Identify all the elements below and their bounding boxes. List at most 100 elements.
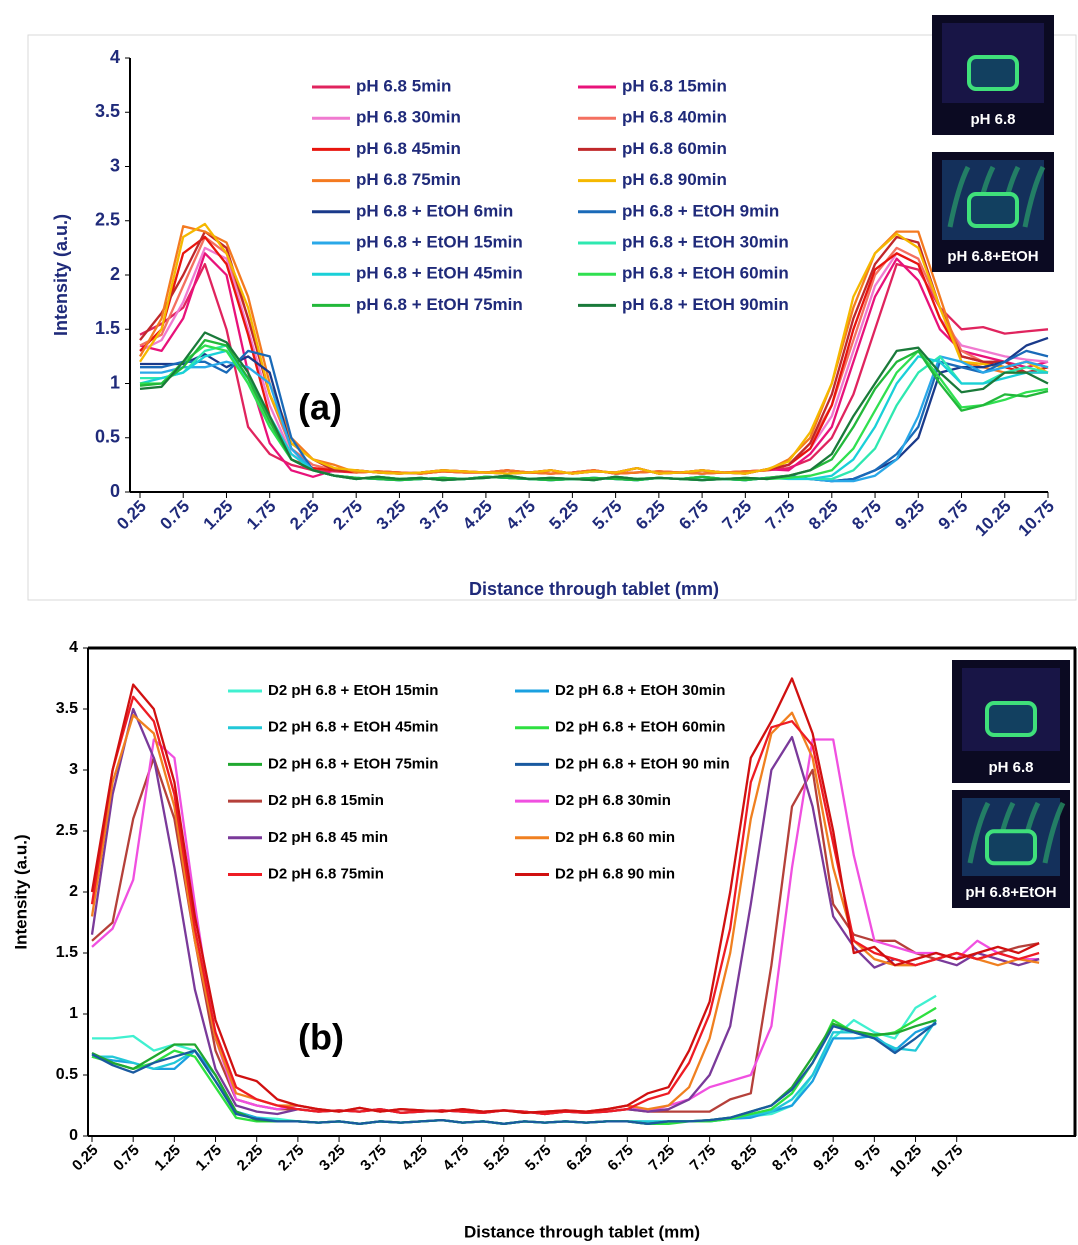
x-tick-label: 9.25 [810, 1142, 843, 1175]
x-tick-label: 5.25 [546, 497, 583, 534]
x-tick-label: 1.75 [243, 497, 280, 534]
legend-label: D2 pH 6.8 90 min [555, 865, 675, 882]
inset-label: pH 6.8 [970, 111, 1015, 128]
legend-label: pH 6.8 + EtOH 30min [622, 232, 789, 251]
panel-label: (a) [298, 387, 342, 428]
inset-streak [1042, 801, 1066, 864]
x-tick-label: 6.25 [563, 1142, 596, 1175]
x-tick-label: 8.25 [805, 497, 842, 534]
x-tick-label: 8.25 [728, 1142, 761, 1175]
series-line [139, 349, 1048, 482]
y-tick-label: 4 [69, 639, 78, 656]
x-tick-label: 2.25 [286, 497, 323, 534]
legend-label: D2 pH 6.8 60 min [555, 829, 675, 846]
x-tick-label: 10.25 [971, 497, 1015, 541]
x-tick-label: 10.75 [928, 1142, 967, 1181]
x-tick-label: 7.75 [687, 1142, 720, 1175]
legend-label: pH 6.8 5min [356, 76, 451, 95]
series-line [139, 331, 1049, 482]
x-tick-label: 1.75 [192, 1142, 225, 1175]
inset-label: pH 6.8+EtOH [947, 248, 1038, 265]
panel-label: (b) [298, 1017, 344, 1058]
inset-label: pH 6.8+EtOH [965, 884, 1056, 901]
y-tick-label: 3.5 [56, 700, 78, 717]
y-tick-label: 2 [110, 264, 120, 284]
inset-tablet [967, 55, 1019, 91]
series-line [140, 349, 1049, 483]
x-tick-label: 4.75 [502, 497, 539, 534]
x-tick-label: 4.25 [459, 497, 496, 534]
y-axis-title: Intensity (a.u.) [11, 834, 30, 949]
legend-label: pH 6.8 + EtOH 75min [356, 295, 523, 314]
series-line [90, 677, 1040, 1114]
legend-label: D2 pH 6.8 15min [268, 792, 384, 809]
x-tick-label: 9.25 [891, 497, 928, 534]
inset-tablet [967, 192, 1019, 228]
y-tick-label: 2 [69, 883, 78, 900]
x-tick-label: 1.25 [151, 1142, 184, 1175]
y-tick-label: 3 [69, 761, 78, 778]
legend-label: pH 6.8 90min [622, 170, 727, 189]
x-tick-label: 8.75 [848, 497, 885, 534]
legend-label: D2 pH 6.8 + EtOH 45min [268, 719, 438, 736]
x-tick-label: 7.25 [645, 1142, 678, 1175]
legend-label: pH 6.8 40min [622, 108, 727, 127]
legend-label: D2 pH 6.8 75min [268, 865, 384, 882]
x-tick-label: 8.75 [769, 1142, 802, 1175]
legend-label: pH 6.8 + EtOH 15min [356, 232, 523, 251]
y-tick-label: 3.5 [95, 101, 120, 121]
legend-label: D2 pH 6.8 + EtOH 30min [555, 682, 725, 699]
y-tick-label: 0.5 [56, 1066, 78, 1083]
x-tick-label: 3.25 [316, 1142, 349, 1175]
x-tick-label: 0.25 [69, 1142, 102, 1175]
x-tick-label: 9.75 [935, 497, 972, 534]
series-line [139, 246, 1049, 475]
legend-label: pH 6.8 75min [356, 170, 461, 189]
legend-label: D2 pH 6.8 + EtOH 90 min [555, 755, 730, 772]
x-tick-label: 0.75 [156, 497, 193, 534]
x-tick-label: 6.25 [632, 497, 669, 534]
x-tick-label: 0.25 [113, 497, 150, 534]
legend-label: pH 6.8 + EtOH 45min [356, 264, 523, 283]
y-tick-label: 3 [110, 155, 120, 175]
x-axis-title: Distance through tablet (mm) [464, 1222, 700, 1241]
x-tick-label: 5.25 [481, 1142, 514, 1175]
x-tick-label: 5.75 [522, 1142, 555, 1175]
x-tick-label: 4.75 [440, 1142, 473, 1175]
legend-label: D2 pH 6.8 45 min [268, 829, 388, 846]
legend-label: D2 pH 6.8 + EtOH 75min [268, 755, 438, 772]
x-tick-label: 6.75 [604, 1142, 637, 1175]
x-tick-label: 4.25 [398, 1142, 431, 1175]
legend-label: pH 6.8 45min [356, 139, 461, 158]
legend-label: D2 pH 6.8 30min [555, 792, 671, 809]
y-tick-label: 1 [69, 1005, 78, 1022]
x-tick-label: 3.25 [373, 497, 410, 534]
legend-label: pH 6.8 + EtOH 60min [622, 264, 789, 283]
x-axis-title: Distance through tablet (mm) [469, 579, 719, 599]
inset-tablet [985, 829, 1037, 866]
series-line [92, 1019, 938, 1125]
series-line [91, 756, 1040, 1116]
y-tick-label: 1.5 [95, 318, 120, 338]
y-tick-label: 4 [110, 47, 120, 67]
y-tick-label: 0 [110, 481, 120, 501]
inset-streak [947, 165, 971, 228]
y-tick-label: 1 [110, 372, 120, 392]
legend-label: pH 6.8 + EtOH 9min [622, 201, 779, 220]
legend-label: pH 6.8 + EtOH 6min [356, 201, 513, 220]
x-tick-label: 0.75 [110, 1142, 143, 1175]
legend-label: D2 pH 6.8 + EtOH 15min [268, 682, 438, 699]
x-tick-label: 5.75 [589, 497, 626, 534]
inset-label: pH 6.8 [988, 759, 1033, 776]
x-tick-label: 9.75 [851, 1142, 884, 1175]
legend-label: pH 6.8 60min [622, 139, 727, 158]
x-tick-label: 3.75 [416, 497, 453, 534]
legend-label: pH 6.8 15min [622, 76, 727, 95]
series-line [139, 222, 1049, 475]
series-line [91, 1021, 937, 1125]
y-tick-label: 1.5 [56, 944, 78, 961]
x-tick-label: 10.25 [887, 1142, 926, 1181]
y-tick-label: 0.5 [95, 427, 120, 447]
